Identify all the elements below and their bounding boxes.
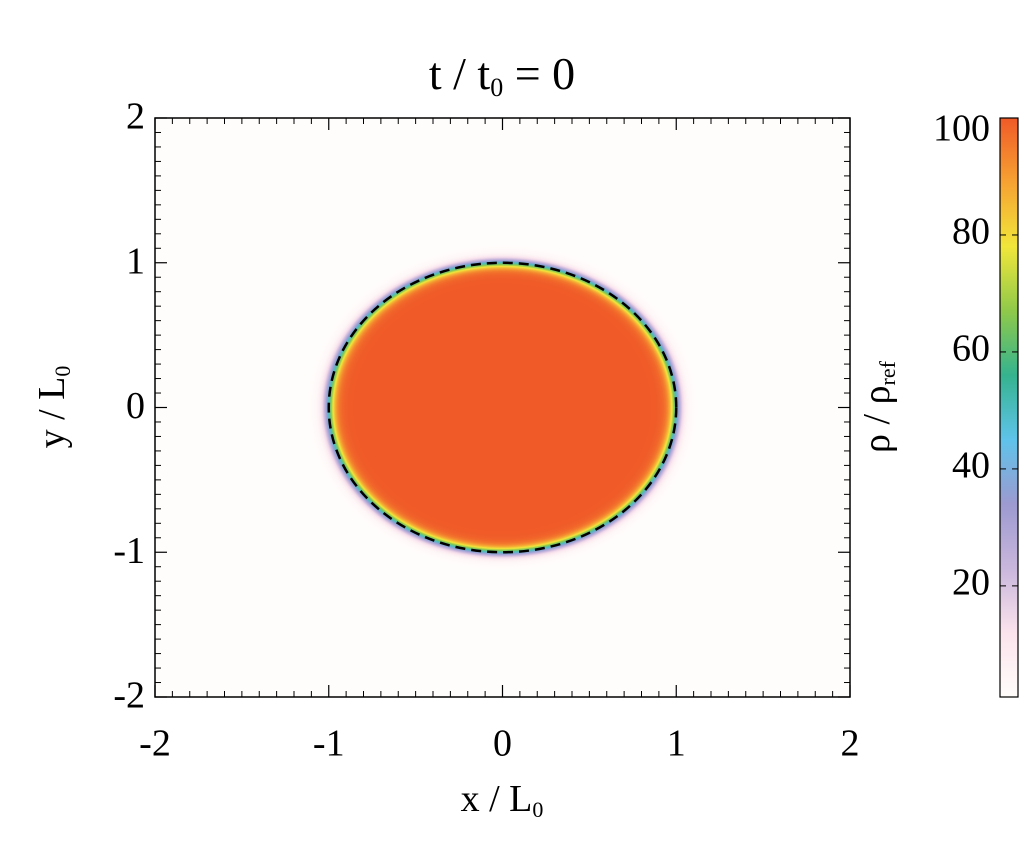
x-tick-label: -2: [139, 723, 171, 765]
density-field: [285, 226, 720, 589]
x-axis-label: x / L0: [461, 778, 544, 822]
y-tick-label: 2: [126, 96, 145, 138]
colorbar-label: ρ / ρref: [856, 360, 900, 453]
y-tick-label: -1: [113, 530, 145, 572]
colorbar-tick-label: 80: [952, 211, 990, 253]
x-tick-label: -1: [313, 723, 345, 765]
y-axis-label: y / L0: [31, 366, 75, 449]
colorbar-tick-label: 100: [933, 108, 990, 150]
x-tick-label: 2: [841, 723, 860, 765]
colorbar-tick-label: 40: [952, 445, 990, 487]
y-tick-label: -2: [113, 675, 145, 717]
contour-line: [327, 261, 678, 554]
x-tick-label: 1: [667, 723, 686, 765]
y-tick-label: 1: [126, 240, 145, 282]
colorbar: [999, 117, 1019, 698]
colorbar-tick-label: 60: [952, 328, 990, 370]
x-tick-label: 0: [493, 723, 512, 765]
y-tick-label: 0: [126, 385, 145, 427]
colorbar-tick-label: 20: [952, 562, 990, 604]
chart-title: t / t0 = 0: [429, 48, 575, 102]
